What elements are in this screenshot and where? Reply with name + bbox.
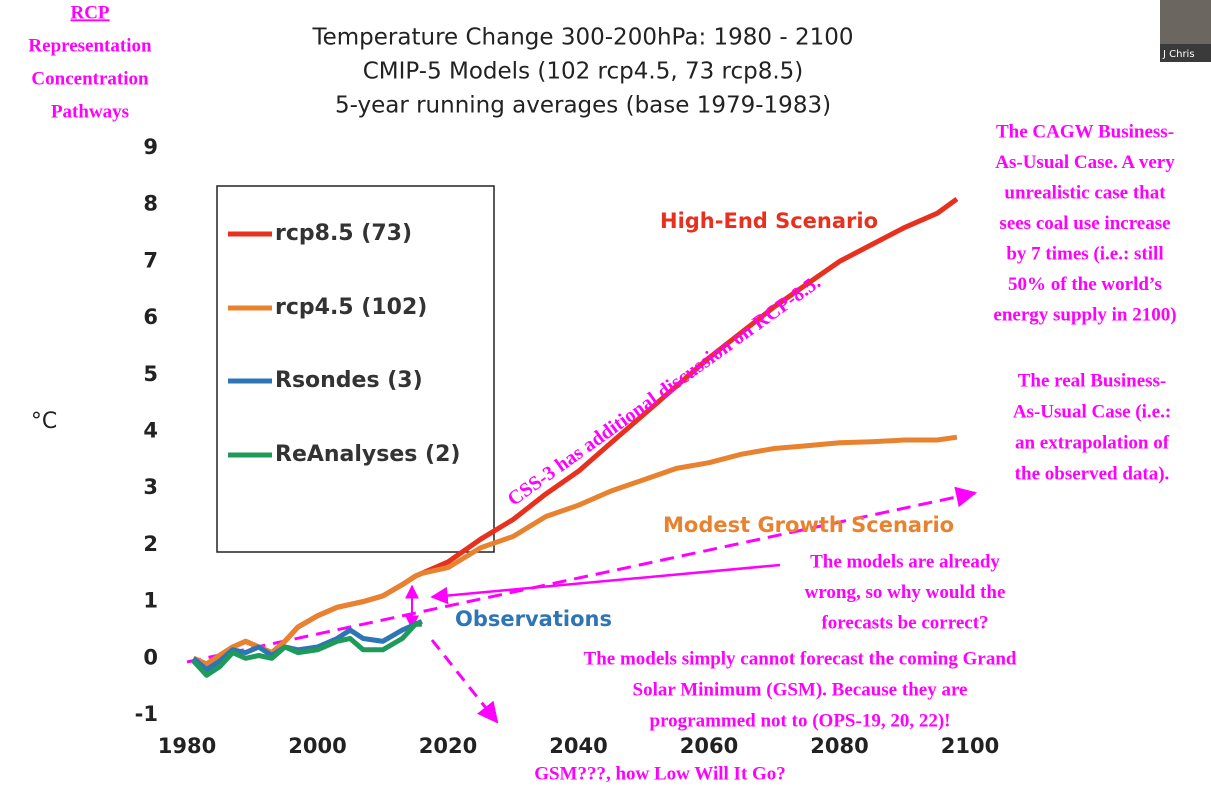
y-tick-label: -1 [135, 702, 158, 726]
x-tick-label: 2060 [680, 734, 738, 758]
annotation-note: Concentration [31, 68, 149, 89]
annotation-note: The real Business- [1018, 370, 1167, 391]
y-tick-label: 2 [143, 532, 158, 556]
annotation-note: the observed data). [1015, 463, 1170, 484]
gsm-arrow [432, 640, 497, 722]
pointer-arrow [432, 565, 780, 597]
y-tick-label: 5 [143, 362, 158, 386]
annotation-note: sees coal use increase [999, 213, 1170, 234]
y-tick-label: 6 [143, 305, 158, 329]
x-tick-label: 2040 [549, 734, 607, 758]
annotation-note: an extrapolation of [1015, 432, 1170, 453]
chart: J Chris Temperature Change 300-200hPa: 1… [0, 0, 1211, 792]
annotation-note: programmed not to (OPS-19, 20, 22)! [650, 710, 951, 731]
annotation-note: Solar Minimum (GSM). Because they are [633, 679, 968, 700]
annotation-note: energy supply in 2100) [993, 304, 1176, 325]
legend-label: rcp4.5 (102) [275, 295, 427, 320]
y-tick-label: 4 [143, 419, 158, 443]
y-tick-label: 3 [143, 475, 158, 499]
scenario-label: Modest Growth Scenario [663, 513, 954, 537]
x-tick-label: 2000 [288, 734, 346, 758]
annotation-note: As-Usual Case (i.e.: [1013, 401, 1171, 422]
webcam-video [1160, 0, 1211, 44]
legend-label: rcp8.5 (73) [275, 221, 412, 246]
x-tick-label: 2100 [941, 734, 999, 758]
legend-label: ReAnalyses (2) [275, 442, 460, 467]
annotation-note: wrong, so why would the [805, 582, 1006, 603]
webcam-label: J Chris [1162, 49, 1195, 60]
annotation-note: unrealistic case that [1004, 182, 1166, 203]
annotation-note: Pathways [51, 101, 129, 122]
annotation-note: RCP [70, 2, 109, 23]
annotation-note: 50% of the world’s [1008, 274, 1162, 295]
y-tick-label: 0 [143, 645, 158, 669]
annotation-note: forecasts be correct? [821, 612, 988, 633]
x-tick-label: 1980 [158, 734, 216, 758]
y-tick-label: 7 [143, 248, 158, 272]
chart-title: Temperature Change 300-200hPa: 1980 - 21… [311, 25, 853, 51]
chart-subtitle: 5-year running averages (base 1979-1983) [335, 93, 831, 119]
x-tick-label: 2080 [810, 734, 868, 758]
y-tick-label: 9 [143, 135, 158, 159]
legend-label: Rsondes (3) [275, 368, 423, 393]
y-tick-label: 8 [143, 192, 158, 216]
annotation-note: The models are already [810, 551, 1000, 572]
y-axis-label: °C [31, 409, 57, 434]
x-tick-label: 2020 [419, 734, 477, 758]
annotation-note: The models simply cannot forecast the co… [584, 648, 1017, 669]
y-tick-label: 1 [143, 589, 158, 613]
annotation-note: The CAGW Business- [996, 121, 1174, 142]
annotation-note: by 7 times (i.e.: still [1006, 243, 1163, 264]
scenario-label: Observations [455, 607, 612, 631]
scenario-label: High-End Scenario [660, 209, 878, 233]
annotation-note: Representation [28, 35, 152, 56]
annotation-note: As-Usual Case. A very [995, 152, 1175, 173]
chart-subtitle: CMIP-5 Models (102 rcp4.5, 73 rcp8.5) [363, 59, 804, 85]
annotation-note: GSM???, how Low Will It Go? [534, 763, 786, 784]
